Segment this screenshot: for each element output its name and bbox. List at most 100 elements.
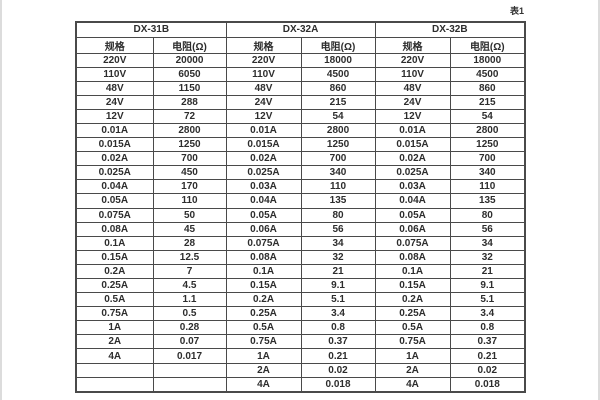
table-cell: 0.06A <box>374 221 451 237</box>
table-cell: 0.02 <box>449 362 526 378</box>
table-cell: 0.06A <box>225 221 302 237</box>
table-row: 24V 288 24V 215 24V 215 <box>75 94 526 110</box>
table-cell: 0.1A <box>75 235 154 251</box>
table-cell: 0.28 <box>152 320 227 336</box>
table-cell: 21 <box>300 263 376 280</box>
table-cell: 2800 <box>449 122 526 139</box>
table-cell: 48V <box>225 80 302 96</box>
table-cell: 0.04A <box>225 193 302 209</box>
table-row: 0.25A 4.5 0.15A 9.1 0.15A 9.1 <box>75 277 526 294</box>
column-header-row: 规格 电阻(Ω) 规格 电阻(Ω) 规格 电阻(Ω) <box>75 36 526 54</box>
table-cell: 12V <box>374 108 451 124</box>
table-row: 0.5A 1.1 0.2A 5.1 0.2A 5.1 <box>75 292 526 308</box>
table-cell: 4A <box>225 376 302 393</box>
table-cell: 860 <box>300 80 376 96</box>
table-cell: 1250 <box>300 137 376 153</box>
table-cell: 135 <box>449 193 526 209</box>
group-header-dx31b: DX-31B <box>75 21 227 38</box>
table-cell: 12.5 <box>152 249 227 265</box>
col-header-spec-3: 规格 <box>374 36 451 54</box>
table-row: 0.75A 0.5 0.25A 3.4 0.25A 3.4 <box>75 306 526 322</box>
table-cell: 0.15A <box>374 277 451 294</box>
group-header-dx32a: DX-32A <box>225 21 376 38</box>
table-cell: 0.02 <box>300 362 376 378</box>
table-cell: 220V <box>75 52 154 68</box>
table-cell: 6050 <box>152 66 227 82</box>
table-cell: 56 <box>300 221 376 237</box>
table-cell: 0.15A <box>225 277 302 294</box>
table-row: 110V 6050 110V 4500 110V 4500 <box>75 66 526 82</box>
table-cell: 0.01A <box>75 122 154 139</box>
table-cell <box>152 376 227 393</box>
table-cell <box>75 376 154 393</box>
table-cell: 0.2A <box>225 292 302 308</box>
table-cell: 4500 <box>300 66 376 82</box>
table-cell: 0.1A <box>225 263 302 280</box>
table-cell: 0.21 <box>300 348 376 364</box>
table-cell: 0.37 <box>300 334 376 350</box>
table-cell: 0.025A <box>225 165 302 181</box>
table-row: 2A 0.07 0.75A 0.37 0.75A 0.37 <box>75 334 526 350</box>
table-cell: 0.2A <box>374 292 451 308</box>
table-row: 0.075A 50 0.05A 80 0.05A 80 <box>75 207 526 223</box>
table-row: 48V 1150 48V 860 48V 860 <box>75 80 526 96</box>
table-cell: 48V <box>374 80 451 96</box>
table-cell: 0.2A <box>75 263 154 280</box>
col-header-resistance-1: 电阻(Ω) <box>152 36 227 54</box>
table-cell: 80 <box>449 207 526 223</box>
table-cell: 2A <box>75 334 154 350</box>
table-cell: 0.05A <box>225 207 302 223</box>
table-cell: 0.25A <box>75 277 154 294</box>
table-cell: 7 <box>152 263 227 280</box>
table-cell: 0.08A <box>374 249 451 265</box>
table-cell: 80 <box>300 207 376 223</box>
table-cell: 0.8 <box>300 320 376 336</box>
table-cell: 0.05A <box>75 193 154 209</box>
table-cell: 20000 <box>152 52 227 68</box>
col-header-spec-2: 规格 <box>225 36 302 54</box>
table-cell: 4500 <box>449 66 526 82</box>
table-cell: 3.4 <box>300 306 376 322</box>
group-header-dx32b: DX-32B <box>374 21 526 38</box>
table-cell <box>152 362 227 378</box>
table-row: 12V 72 12V 54 12V 54 <box>75 108 526 124</box>
table-cell: 700 <box>300 151 376 167</box>
table-cell: 34 <box>449 235 526 251</box>
table-cell: 700 <box>152 151 227 167</box>
table-caption: 表1 <box>509 6 524 16</box>
table-cell: 0.37 <box>449 334 526 350</box>
table-row: 0.2A 7 0.1A 21 0.1A 21 <box>75 263 526 280</box>
col-header-spec-1: 规格 <box>75 36 154 54</box>
table-cell: 0.025A <box>374 165 451 181</box>
table-cell: 288 <box>152 94 227 110</box>
table-cell: 18000 <box>449 52 526 68</box>
table-cell: 0.02A <box>75 151 154 167</box>
group-header-row: DX-31B DX-32A DX-32B <box>75 21 526 38</box>
table-cell: 220V <box>225 52 302 68</box>
table-row: 4A 0.018 4A 0.018 <box>75 376 526 393</box>
table-cell: 0.01A <box>225 122 302 139</box>
table-cell: 0.5 <box>152 306 227 322</box>
table-cell: 2A <box>225 362 302 378</box>
table-cell: 2A <box>374 362 451 378</box>
table-row: 0.025A 450 0.025A 340 0.025A 340 <box>75 165 526 181</box>
table-cell: 0.017 <box>152 348 227 364</box>
table-row: 4A 0.017 1A 0.21 1A 0.21 <box>75 348 526 364</box>
table-row: 1A 0.28 0.5A 0.8 0.5A 0.8 <box>75 320 526 336</box>
table-row: 0.01A 2800 0.01A 2800 0.01A 2800 <box>75 122 526 139</box>
table-cell: 12V <box>75 108 154 124</box>
table-cell: 0.08A <box>75 221 154 237</box>
table-cell: 9.1 <box>449 277 526 294</box>
table-cell: 0.018 <box>449 376 526 393</box>
table-cell: 5.1 <box>449 292 526 308</box>
table-cell: 0.21 <box>449 348 526 364</box>
table-row: 0.05A 110 0.04A 135 0.04A 135 <box>75 193 526 209</box>
table-header: DX-31B DX-32A DX-32B 规格 电阻(Ω) 规格 电阻(Ω) 规… <box>75 21 526 54</box>
table-cell: 450 <box>152 165 227 181</box>
table-cell: 1A <box>374 348 451 364</box>
table-cell: 1A <box>225 348 302 364</box>
table-cell: 0.04A <box>374 193 451 209</box>
table-cell: 4A <box>75 348 154 364</box>
table-cell: 1250 <box>152 137 227 153</box>
